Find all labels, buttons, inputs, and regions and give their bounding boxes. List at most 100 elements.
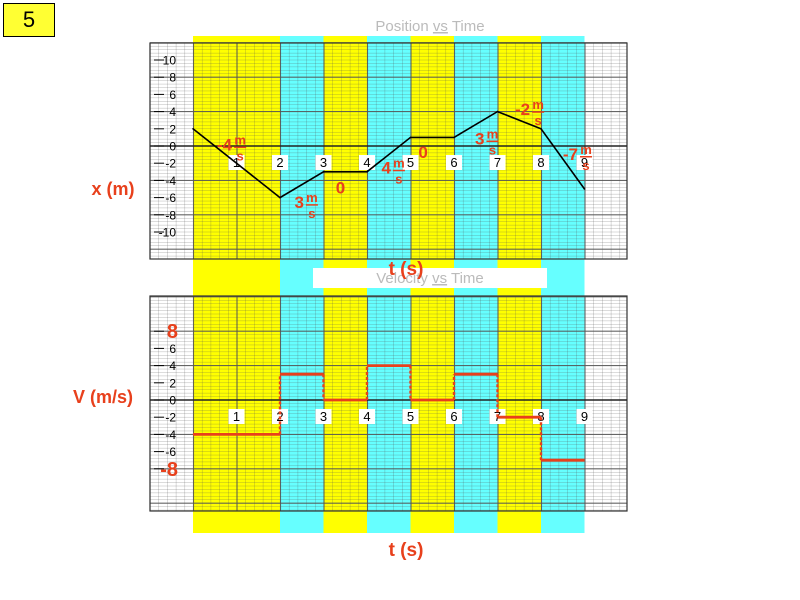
position-point (192, 128, 194, 130)
position-point (409, 136, 412, 139)
vel-ytick-label: -2 (165, 411, 176, 425)
x-tick-label: 6 (450, 155, 457, 170)
position-y-axis-label: x (m) (91, 179, 134, 199)
x-tick-box (402, 409, 419, 424)
velocity-title-box (313, 268, 547, 288)
velocity-series (193, 364, 585, 462)
x-tick-label: 4 (363, 409, 370, 424)
x-tick-label: 5 (407, 155, 414, 170)
slope-value: -7 (563, 145, 578, 164)
x-tick-label: 3 (320, 155, 327, 170)
x-tick-box (446, 409, 462, 424)
x-tick-box (402, 155, 419, 170)
slope-unit-denominator: s (582, 158, 589, 173)
x-tick-label: 1 (233, 409, 240, 424)
pos-ytick-label: 8 (169, 71, 176, 85)
slope-label: -4 ms (217, 132, 247, 163)
slope-unit-denominator: s (308, 206, 315, 221)
velocity-x-axis-label: t (s) (389, 540, 424, 561)
x-tick-box (272, 155, 288, 170)
x-tick-box (576, 409, 593, 424)
position-point (453, 136, 455, 139)
x-tick-label: 3 (320, 409, 327, 424)
x-tick-box (446, 155, 462, 170)
band-2 (236, 36, 280, 533)
slope-value: -4 (217, 135, 233, 154)
slope-value: 0 (418, 143, 427, 162)
slope-label: 0 (336, 178, 345, 197)
slope-unit-numerator: m (580, 142, 592, 157)
slope-unit-numerator: m (532, 97, 544, 112)
x-tick-label: 8 (537, 155, 544, 170)
slope-value: 4 (381, 159, 391, 178)
slope-unit-numerator: m (306, 190, 318, 205)
velocity-title: Velocity vs Time (376, 270, 484, 287)
pos-ytick-label: -10 (159, 226, 177, 240)
x-tick-box (489, 155, 506, 170)
position-series (192, 110, 586, 199)
vel-ytick-label: 4 (169, 359, 176, 373)
pos-ytick-label: -4 (165, 174, 176, 188)
slope-unit-denominator: s (535, 113, 542, 128)
x-tick-label: 7 (494, 155, 501, 170)
velocity-y-tick-labels: 86 4 2 0 -2 -4 -6-8 (154, 321, 178, 481)
slope-value: 0 (336, 178, 345, 197)
x-tick-box (533, 155, 549, 170)
position-x-axis-label: t (s) (389, 259, 424, 280)
x-tick-box (576, 155, 593, 170)
vel-ytick-label: -6 (165, 445, 176, 459)
slope-label: 3 ms (294, 190, 318, 221)
x-tick-box (359, 155, 375, 170)
slope-label: 0 (418, 143, 427, 162)
velocity-y-axis-label: V (m/s) (73, 387, 133, 407)
position-point (496, 110, 499, 113)
pos-ytick-label: -6 (165, 191, 176, 205)
slope-value: -2 (515, 100, 530, 119)
x-tick-label: 4 (363, 155, 370, 170)
vel-ytick-label: 2 (169, 376, 176, 390)
pos-ytick-label: 6 (169, 88, 176, 102)
slope-value: 3 (294, 193, 303, 212)
pos-ytick-label: 0 (169, 140, 176, 154)
slope-unit-numerator: m (393, 156, 405, 171)
pos-ytick-label: 4 (169, 105, 176, 119)
slope-label: -7 ms (563, 142, 592, 173)
vel-ytick-label: -4 (165, 428, 176, 442)
x-tick-label: 9 (581, 409, 588, 424)
position-point (583, 188, 586, 190)
x-tick-label: 5 (407, 409, 414, 424)
position-point (540, 128, 542, 130)
slope-unit-numerator: m (234, 132, 246, 147)
slope-unit-numerator: m (487, 126, 499, 141)
x-tick-box (359, 409, 375, 424)
vel-ytick-label: 8 (167, 321, 178, 343)
slide-number-badge: 5 (3, 3, 55, 37)
band-1 (193, 36, 237, 533)
position-y-tick-labels: 10 8 6 4 2 0 -2 -4 -6 -8 -10 (154, 54, 176, 240)
slope-unit-denominator: s (489, 142, 496, 157)
pos-ytick-label: 10 (163, 54, 177, 68)
slope-unit-denominator: s (237, 148, 244, 163)
slope-value: 3 (475, 129, 484, 148)
vel-ytick-label: -8 (160, 459, 178, 481)
position-point (279, 196, 281, 199)
pos-ytick-label: -8 (165, 208, 176, 222)
pos-frame (149, 42, 628, 260)
x-tick-box (228, 409, 245, 424)
vel-ytick-label: 6 (169, 342, 176, 356)
position-point (322, 171, 325, 173)
x-tick-box (315, 155, 332, 170)
slope-unit-denominator: s (395, 172, 402, 187)
position-point (366, 171, 368, 173)
slope-label: -2 ms (515, 97, 545, 128)
pos-ytick-label: 2 (169, 122, 176, 136)
vel-frame (149, 295, 628, 512)
slope-label: 4 ms (381, 156, 405, 187)
x-tick-label: 9 (581, 155, 588, 170)
x-tick-box (315, 409, 332, 424)
vel-ytick-label: 0 (169, 394, 176, 408)
band-9 (541, 36, 585, 533)
